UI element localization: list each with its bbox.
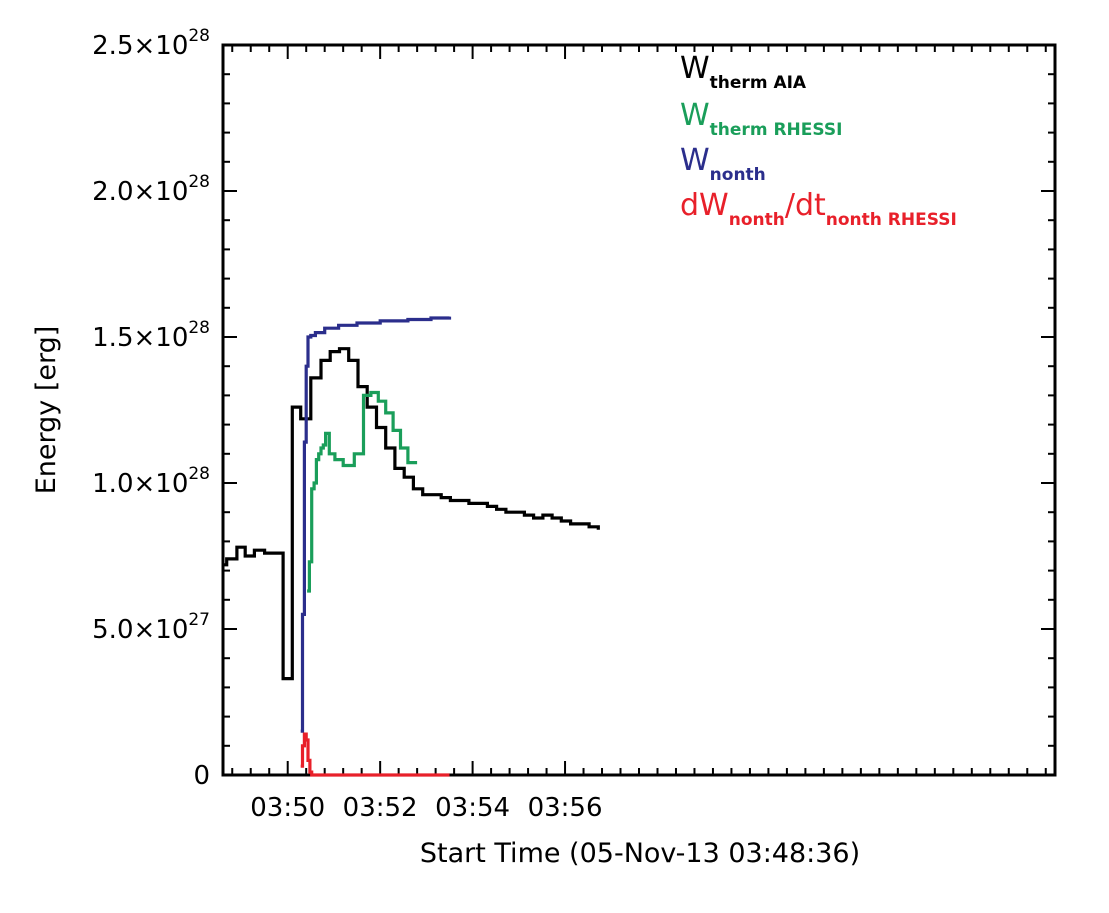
- legend-entry: Wtherm AIA: [680, 51, 807, 93]
- y-tick-label: 2.5×1028: [92, 26, 210, 61]
- series-line-2: [300, 316, 452, 733]
- series-line-0: [223, 347, 600, 681]
- plot-frame: [221, 43, 1057, 777]
- series-line-1: [307, 390, 418, 593]
- legend: Wtherm AIA Wtherm RHESSIWnonthdWnonth/dtn…: [680, 51, 957, 230]
- y-ticks: 0 5.0×1027 1.0×1028 1.5×1028 2.0×1028 2.5×102…: [92, 26, 1055, 791]
- series-layer: [223, 316, 600, 777]
- y-tick-label: 1.0×1028: [92, 464, 210, 499]
- x-ticks: 03:50 03:52 03:54 03:56: [231, 45, 1047, 823]
- x-axis-title: Start Time (05-Nov-13 03:48:36): [420, 838, 860, 869]
- y-tick-label: 2.0×1028: [92, 172, 210, 207]
- legend-entry: dWnonth/dtnonth RHESSI: [680, 188, 957, 230]
- x-tick-label: 03:52: [343, 793, 418, 823]
- x-tick-label: 03:54: [435, 793, 510, 823]
- x-tick-label: 03:50: [250, 793, 325, 823]
- y-tick-label: 1.5×1028: [92, 318, 210, 353]
- y-axis-title: Energy [erg]: [31, 326, 62, 495]
- series-line-3: [300, 732, 450, 777]
- y-tick-label: 0: [193, 761, 210, 791]
- y-tick-label: 5.0×1027: [92, 610, 210, 645]
- legend-entry: Wnonth: [680, 143, 766, 185]
- x-tick-label: 03:56: [528, 793, 603, 823]
- legend-entry: Wtherm RHESSI: [680, 98, 842, 140]
